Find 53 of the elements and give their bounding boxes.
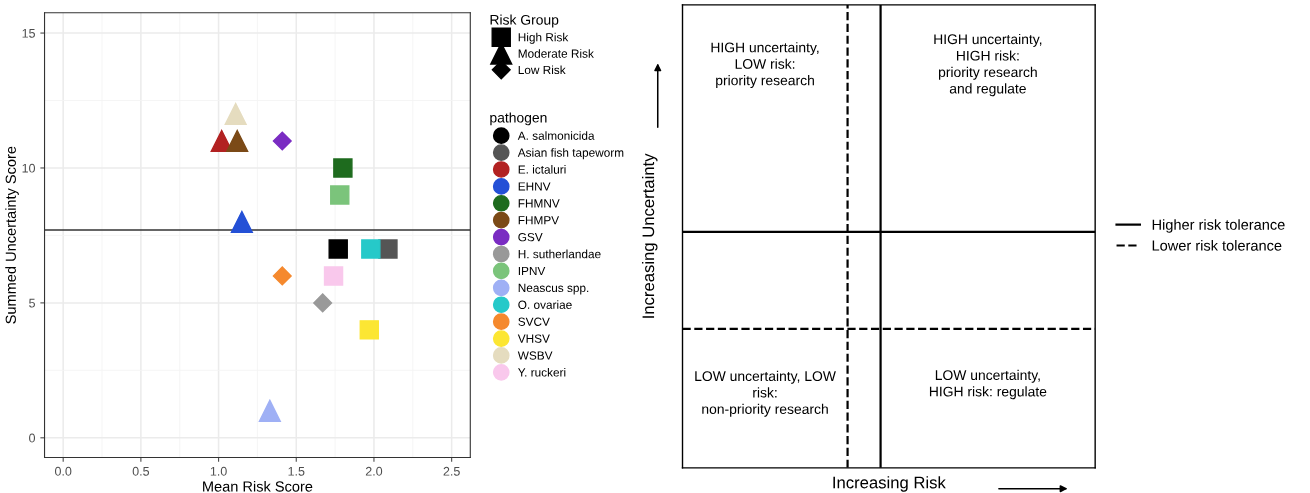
point [359,320,380,340]
legend-label: VHSV [517,334,550,343]
text: Increasing Risk [833,476,946,492]
legend-title: pathogen [490,112,547,126]
text: HIGH uncertainty, HIGH risk: priority research and regulate [934,33,1042,97]
point [328,239,348,259]
x-tick-label: 2.0 [365,466,383,476]
text: Moderate Risk [518,49,594,58]
point [333,158,353,178]
text: Low Risk [518,65,566,75]
point [272,131,292,151]
y-tick-label: 15 [22,28,35,38]
y-tick-label: 5 [29,298,35,308]
legend-label: O. ovariae [518,300,572,309]
legend-label: WSBV [517,351,553,360]
x-tick-label: 0.5 [132,466,150,476]
text: High Risk [518,32,569,44]
text: LOW uncertainty, HIGH risk: regulate [929,369,1047,400]
legend-label: IPNV [518,266,546,276]
legend-label: GSV [518,232,543,242]
x-tick-label: 0.0 [54,466,72,476]
point [313,293,333,313]
point [323,266,344,286]
legend-label: Lower risk tolerance [1152,240,1282,251]
legend-label: E. ictaluri [518,165,566,174]
point [258,399,281,422]
x-axis-title: Mean Risk Score [203,480,313,492]
legend-label: SVCV [518,317,550,326]
legend-label: H. sutherlandae [518,249,601,259]
point [230,210,253,234]
y-tick-label: 0 [29,433,36,443]
x-tick-label: 2.5 [443,466,460,476]
y-axis-title: Summed Uncertainty Score [5,146,19,324]
legend-label: Higher risk tolerance [1152,219,1285,233]
text: Increasing Uncertainty [641,153,658,318]
legend-label: Asian fish tapeworm [517,148,624,160]
text: HIGH uncertainty, LOW risk: priority research [711,42,819,89]
point [272,266,292,286]
legend-label: Neascus spp. [518,283,589,295]
point [361,239,381,259]
x-tick-label: 1.5 [288,466,305,476]
point [330,185,350,205]
legend-label: FHMPV [518,216,560,225]
legend-label: Y. ruckeri [518,367,566,377]
point [224,102,247,126]
legend-label: FHMNV [518,199,560,208]
text: Risk Group [490,14,559,28]
x-tick-label: 1.0 [210,466,227,476]
legend-label: A. salmonicida [517,131,595,140]
text: LOW uncertainty, LOW risk: non-priority research [695,370,836,417]
y-tick-label: 10 [22,163,36,173]
point [226,129,249,153]
legend-label: EHNV [518,182,551,191]
